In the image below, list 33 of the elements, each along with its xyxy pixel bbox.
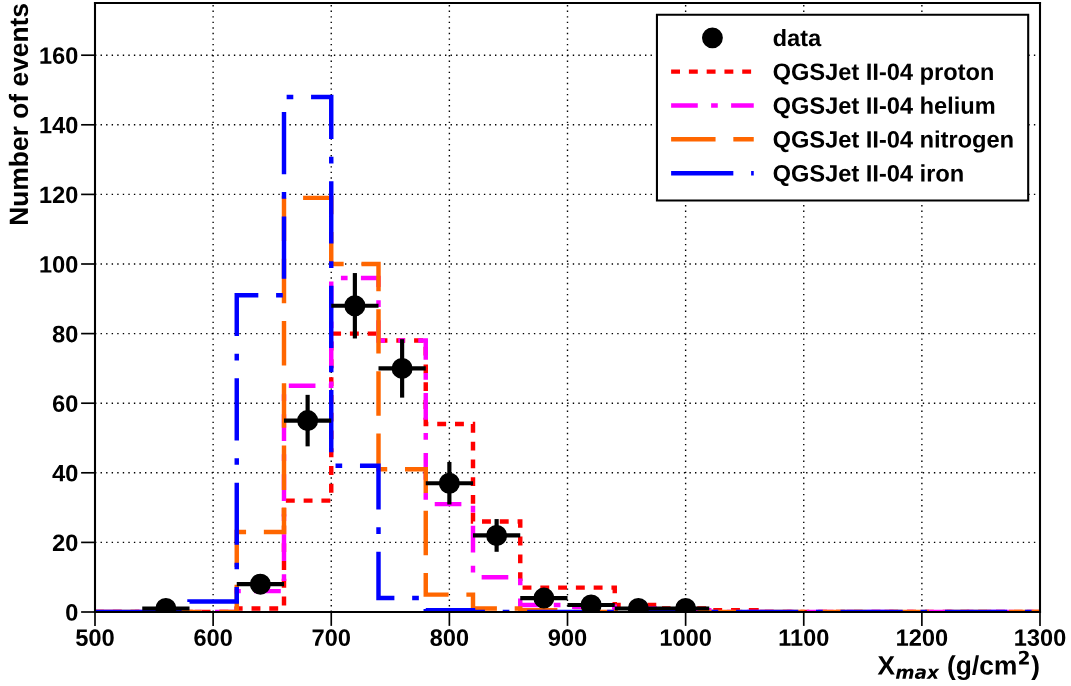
legend-label: QGSJet II-04 iron xyxy=(773,164,963,187)
x-tick-label: 600 xyxy=(194,629,232,647)
x-tick-label: 800 xyxy=(430,629,469,647)
x-axis-title: X$_{max}$ (g/cm$^{2}$) xyxy=(877,650,1039,681)
point xyxy=(486,524,508,546)
y-tick-label: 20 xyxy=(52,534,78,552)
y-tick-label: 0 xyxy=(66,604,78,621)
x-tick-label: 1100 xyxy=(779,629,829,647)
point xyxy=(297,410,319,432)
y-tick-label: 60 xyxy=(52,395,78,412)
legend-label: data xyxy=(773,28,822,47)
y-axis-title: Number of events xyxy=(8,4,29,225)
point xyxy=(580,594,602,612)
y-tick-label: 140 xyxy=(40,116,78,134)
x-tick-label: 700 xyxy=(312,629,350,647)
legend-label: QGSJet II-04 nitrogen xyxy=(773,130,1013,153)
legend-label: QGSJet II-04 helium xyxy=(773,96,995,119)
x-tick-label: 1000 xyxy=(660,629,711,647)
y-tick-label: 80 xyxy=(52,325,78,343)
y-tick-label: 160 xyxy=(40,47,78,64)
x-tick-label: 500 xyxy=(76,629,114,647)
point xyxy=(249,573,271,595)
point xyxy=(391,357,413,379)
y-tick-label: 100 xyxy=(40,256,78,273)
legend-label: QGSJet II-04 proton xyxy=(773,63,993,85)
x-tick-label: 1300 xyxy=(1015,629,1066,647)
point xyxy=(344,295,366,317)
y-tick-label: 120 xyxy=(40,186,78,204)
x-tick-label: 1200 xyxy=(897,629,948,647)
x-tick-label: 900 xyxy=(548,629,587,647)
point xyxy=(533,587,555,609)
y-tick-label: 40 xyxy=(52,464,78,482)
point xyxy=(438,472,460,494)
